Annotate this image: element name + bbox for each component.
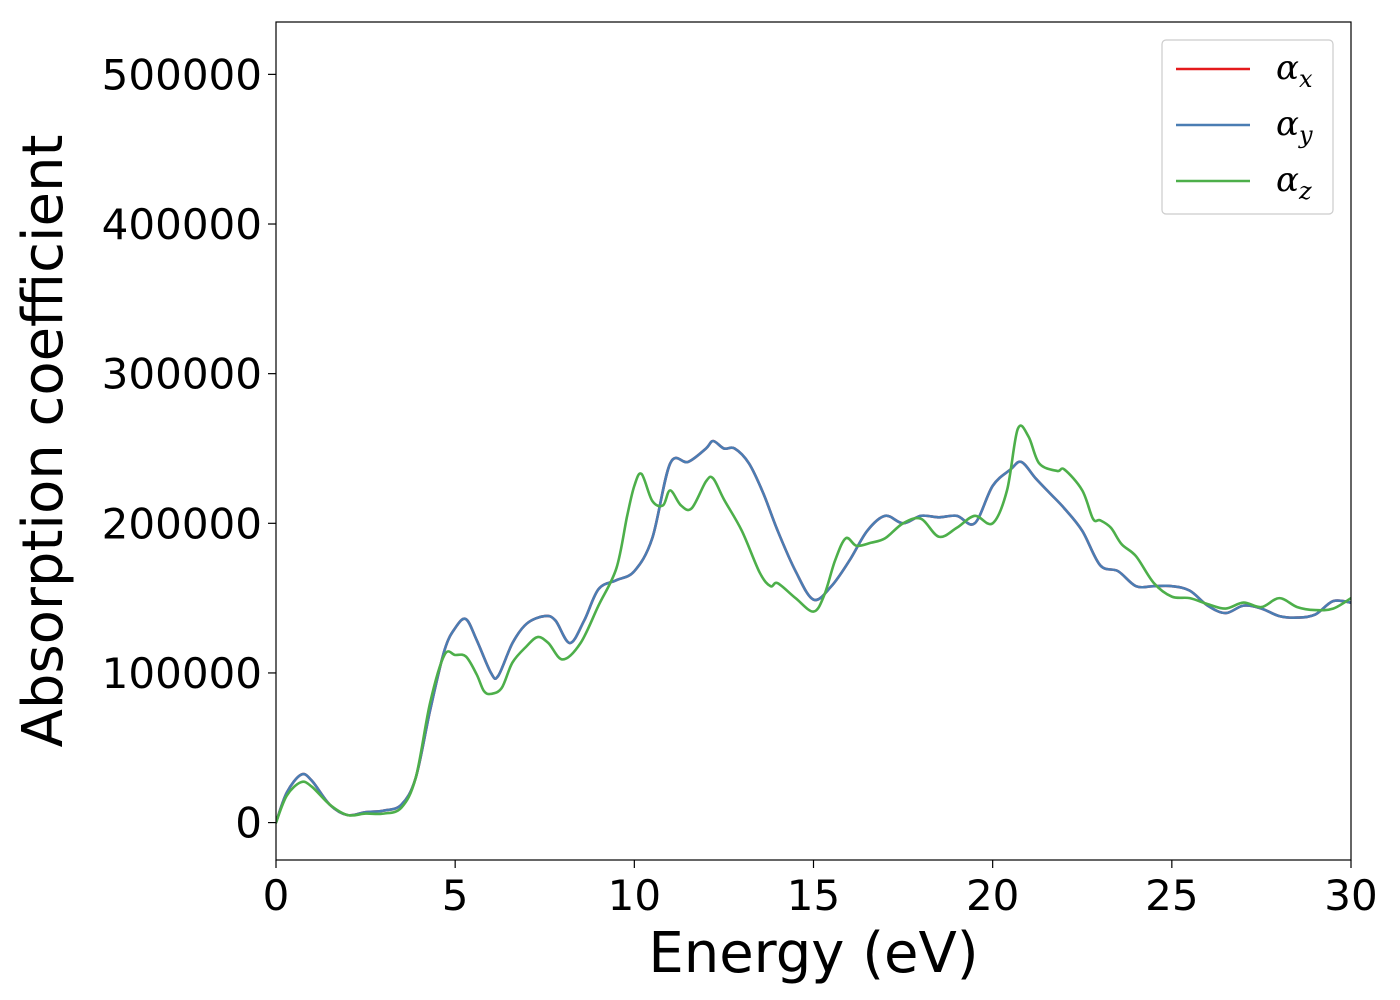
legend-box <box>1161 39 1334 215</box>
y-axis-ticks: 0 100000 200000 300000 400000 500000 <box>102 50 276 848</box>
y-axis-title: Absorption coefficient <box>11 135 76 748</box>
legend-items: αx αy αz <box>1176 48 1313 205</box>
x-tick-label: 10 <box>608 871 661 920</box>
x-tick-label: 25 <box>1145 871 1198 920</box>
y-tick-label: 300000 <box>102 350 262 399</box>
y-tick-label: 400000 <box>102 200 262 249</box>
series-line-y <box>276 439 1351 824</box>
y-tick-label: 200000 <box>102 499 262 548</box>
series-line-x <box>276 439 1351 824</box>
legend-item-y: αy <box>1176 104 1313 149</box>
legend-label-x: αx <box>1276 48 1313 93</box>
x-tick-label: 5 <box>442 871 469 920</box>
x-tick-label: 30 <box>1324 871 1377 920</box>
y-tick-label: 0 <box>235 799 262 848</box>
x-axis-title: Energy (eV) <box>648 921 978 986</box>
x-tick-label: 20 <box>966 871 1019 920</box>
legend-label-z: αz <box>1276 160 1312 205</box>
series-layer <box>276 424 1351 824</box>
legend: αx αy αz <box>1161 39 1334 215</box>
y-tick-label: 100000 <box>102 649 262 698</box>
x-tick-label: 0 <box>263 871 290 920</box>
x-axis-ticks: 0 5 10 15 20 25 30 <box>263 860 1378 920</box>
legend-item-z: αz <box>1176 160 1312 205</box>
series-line-z <box>276 424 1351 824</box>
y-tick-label: 500000 <box>102 50 262 99</box>
legend-item-x: αx <box>1176 48 1313 93</box>
legend-label-y: αy <box>1276 104 1313 149</box>
x-tick-label: 15 <box>787 871 840 920</box>
